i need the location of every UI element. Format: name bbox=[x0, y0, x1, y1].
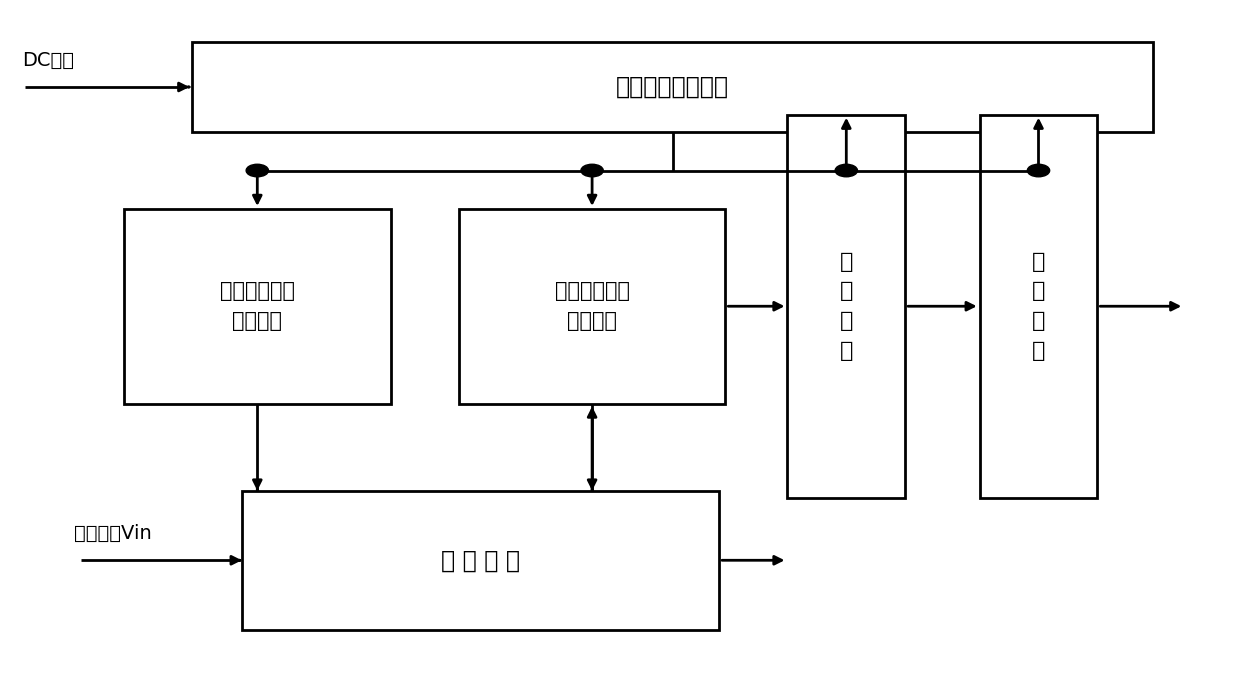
Text: 加
法
电
路: 加 法 电 路 bbox=[839, 252, 853, 361]
Circle shape bbox=[580, 164, 603, 177]
Bar bbox=[242, 491, 719, 630]
Text: DC输入: DC输入 bbox=[22, 51, 74, 70]
Bar bbox=[192, 42, 1153, 132]
Bar bbox=[980, 115, 1097, 498]
Bar bbox=[124, 209, 391, 404]
Circle shape bbox=[1027, 164, 1049, 177]
Circle shape bbox=[246, 164, 269, 177]
Bar bbox=[459, 209, 725, 404]
Text: 驱
动
电
路: 驱 动 电 路 bbox=[1032, 252, 1045, 361]
Text: 直流偏置电压
产生电路: 直流偏置电压 产生电路 bbox=[554, 281, 630, 331]
Bar bbox=[787, 115, 905, 498]
Circle shape bbox=[836, 164, 858, 177]
Text: 输入信号Vin: 输入信号Vin bbox=[74, 524, 153, 543]
Text: 耦 合 电 路: 耦 合 电 路 bbox=[441, 548, 520, 572]
Text: 直流电源处理电路: 直流电源处理电路 bbox=[616, 75, 729, 99]
Text: 直流参考电压
产生电路: 直流参考电压 产生电路 bbox=[219, 281, 295, 331]
